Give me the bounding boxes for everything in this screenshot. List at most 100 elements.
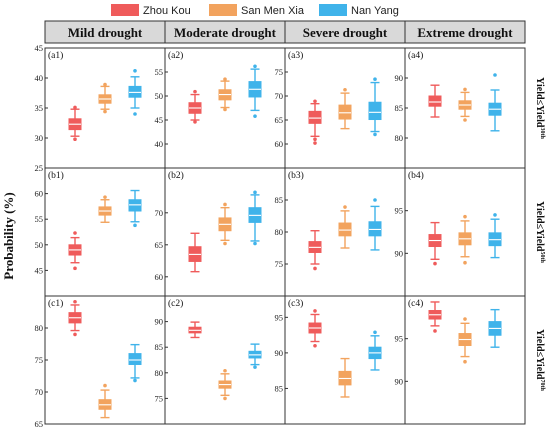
box xyxy=(188,232,202,273)
y-axis-title: Probability (%) xyxy=(1,192,16,280)
y-tick-label: 85 xyxy=(275,383,284,393)
outlier-point xyxy=(463,87,467,92)
panel-label: (a3) xyxy=(288,50,303,61)
box xyxy=(428,301,442,333)
y-tick-label: 80 xyxy=(155,368,164,378)
box xyxy=(368,330,382,371)
legend: Zhou Kou San Men Xia Nan Yang xyxy=(111,4,399,17)
box xyxy=(308,230,322,271)
panel: 75 80 85 (b3) xyxy=(275,167,406,297)
y-tick-label: 90 xyxy=(395,376,404,386)
box-iqr xyxy=(338,222,352,237)
outlier-point xyxy=(463,317,467,321)
outlier-point xyxy=(313,343,317,348)
outlier-point xyxy=(133,69,137,73)
box-iqr xyxy=(338,104,352,120)
outlier-point xyxy=(463,118,467,122)
column-header: Extreme drought xyxy=(417,25,513,40)
box xyxy=(98,195,112,223)
y-tick-label: 75 xyxy=(155,393,164,403)
outlier-point xyxy=(313,266,317,271)
y-tick-label: 40 xyxy=(155,139,164,149)
outlier-point xyxy=(373,330,377,335)
legend-label: San Men Xia xyxy=(241,5,305,17)
y-tick-label: 80 xyxy=(35,323,44,333)
y-tick-label: 75 xyxy=(35,355,44,365)
box xyxy=(428,221,442,266)
box xyxy=(368,77,382,137)
box xyxy=(218,202,232,246)
outlier-point xyxy=(133,223,137,228)
legend-swatch xyxy=(319,4,347,16)
y-tick-label: 95 xyxy=(395,206,404,216)
y-tick-label: 95 xyxy=(275,312,284,322)
box xyxy=(488,73,502,132)
outlier-point xyxy=(73,137,77,141)
outlier-point xyxy=(493,213,497,217)
panel-label: (a2) xyxy=(168,50,183,61)
outlier-point xyxy=(433,261,437,266)
outlier-point xyxy=(313,309,317,313)
y-tick-label: 35 xyxy=(35,103,44,113)
outlier-point xyxy=(493,73,497,77)
outlier-point xyxy=(343,87,347,92)
box xyxy=(188,321,202,339)
y-tick-label: 90 xyxy=(155,317,164,327)
y-tick-label: 70 xyxy=(275,91,284,101)
outlier-point xyxy=(223,396,227,401)
outlier-point xyxy=(223,77,227,81)
panel-label: (b1) xyxy=(48,170,64,181)
y-tick-label: 65 xyxy=(155,240,164,250)
outlier-point xyxy=(103,109,107,114)
panel: 90 95 (b4) xyxy=(395,167,526,297)
y-tick-label: 30 xyxy=(35,133,44,143)
outlier-point xyxy=(313,99,317,104)
y-tick-label: 65 xyxy=(275,115,284,125)
y-tick-label: 25 xyxy=(35,163,44,173)
y-tick-label: 80 xyxy=(395,133,404,143)
box xyxy=(368,198,382,251)
box xyxy=(248,343,262,369)
y-tick-label: 60 xyxy=(35,189,44,199)
y-tick-label: 75 xyxy=(275,67,284,77)
outlier-point xyxy=(433,329,437,333)
panel-label: (c4) xyxy=(408,298,423,309)
outlier-point xyxy=(223,107,227,112)
y-tick-label: 45 xyxy=(35,265,44,275)
y-tick-label: 85 xyxy=(155,342,164,352)
box xyxy=(458,87,472,122)
y-tick-label: 90 xyxy=(275,348,284,358)
panel: 85 90 95 (c3) xyxy=(275,295,406,425)
box xyxy=(218,368,232,401)
panel: 40 45 50 55 (a2) xyxy=(155,47,286,169)
outlier-point xyxy=(193,89,197,94)
y-tick-label: 70 xyxy=(35,387,44,397)
box xyxy=(458,214,472,265)
box xyxy=(488,308,502,348)
outlier-point xyxy=(193,120,197,124)
panel-label: (b4) xyxy=(408,170,424,181)
box-iqr xyxy=(128,85,142,98)
panel-label: (c3) xyxy=(288,298,303,309)
y-tick-label: 40 xyxy=(35,73,44,83)
outlier-point xyxy=(373,198,377,202)
panel: 60 65 70 (b2) xyxy=(155,167,286,297)
y-tick-label: 80 xyxy=(275,227,284,237)
outlier-point xyxy=(73,332,77,337)
panel-label: (a4) xyxy=(408,50,423,61)
y-tick-label: 65 xyxy=(35,419,44,428)
row-label: Yield≤Yield50th xyxy=(534,201,545,263)
y-tick-label: 45 xyxy=(155,115,164,125)
outlier-point xyxy=(253,241,257,246)
legend-swatch xyxy=(209,4,237,16)
box xyxy=(68,105,82,141)
box xyxy=(98,82,112,114)
outlier-point xyxy=(313,141,317,145)
legend-label: Zhou Kou xyxy=(143,5,191,17)
outlier-point xyxy=(133,112,137,116)
outlier-point xyxy=(463,214,467,219)
outlier-point xyxy=(73,299,77,304)
legend-swatch xyxy=(111,4,139,16)
outlier-point xyxy=(313,137,317,141)
